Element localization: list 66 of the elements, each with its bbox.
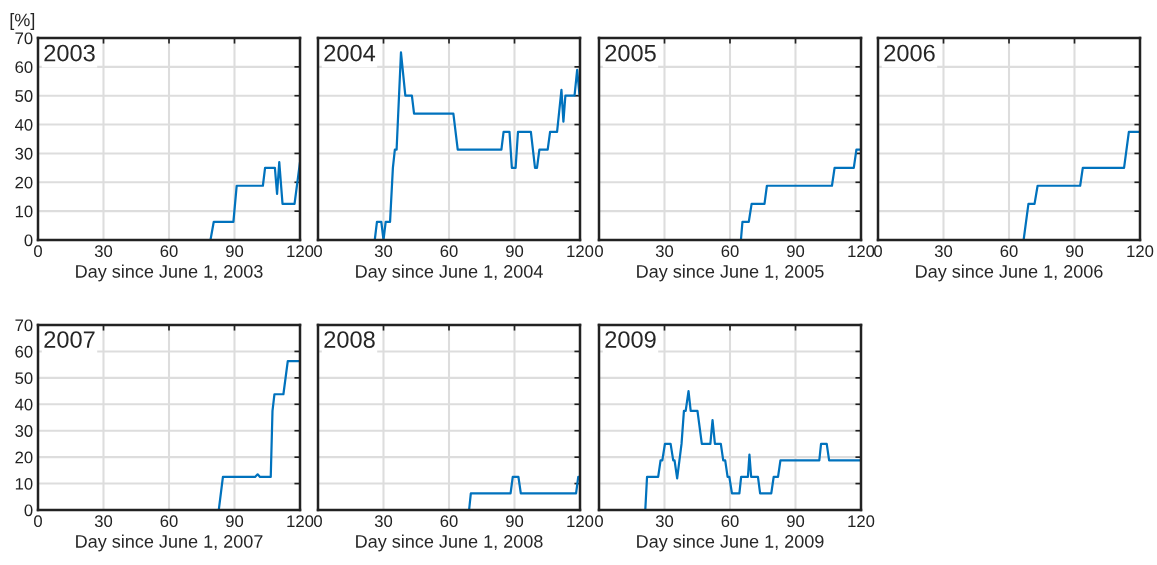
y-tick-label: 40	[14, 118, 33, 131]
x-tick-label: 120	[287, 515, 314, 528]
x-tick-label: 60	[721, 515, 739, 528]
x-tick-label: 90	[1066, 245, 1084, 258]
x-tick-label: 30	[374, 245, 393, 258]
x-tick-label: 30	[374, 515, 393, 528]
x-tick-label: 120	[567, 245, 594, 258]
x-axis-title: Day since June 1, 2003	[76, 264, 263, 282]
chart-title: 2005	[605, 44, 656, 62]
x-tick-label: 30	[94, 515, 113, 528]
chart-title: 2007	[44, 331, 95, 348]
x-tick-label: 90	[506, 515, 524, 528]
x-tick-label: 90	[506, 245, 524, 258]
x-tick-label: 120	[567, 515, 594, 528]
chart-title: 2009	[605, 331, 656, 348]
x-tick-label: 120	[287, 245, 314, 258]
x-tick-label: 60	[1000, 245, 1018, 258]
x-tick-label: 60	[160, 245, 178, 258]
y-tick-label: 60	[15, 345, 33, 358]
y-tick-label: 70	[15, 319, 33, 332]
x-axis-title: Day since June 1, 2004	[356, 264, 543, 282]
x-tick-label: 120	[848, 245, 875, 258]
y-axis-title: [%]	[10, 13, 35, 30]
y-tick-label: 10	[15, 205, 33, 218]
x-tick-label: 0	[34, 245, 42, 258]
x-tick-label: 0	[595, 245, 603, 258]
y-tick-label: 0	[24, 234, 33, 247]
x-tick-label: 0	[595, 515, 603, 528]
x-axis-title: Day since June 1, 2007	[76, 534, 263, 552]
x-tick-label: 90	[787, 515, 805, 528]
chart-title: 2006	[884, 44, 935, 62]
x-axis-title: Day since June 1, 2009	[637, 534, 824, 552]
y-tick-label: 30	[15, 147, 33, 160]
chart-title: 2004	[324, 44, 376, 62]
x-tick-label: 120	[848, 515, 875, 528]
x-tick-label: 90	[226, 245, 244, 258]
y-tick-label: 70	[15, 32, 33, 45]
x-tick-label: 60	[160, 515, 178, 528]
y-tick-label: 60	[15, 61, 33, 74]
y-tick-label: 20	[15, 451, 33, 464]
y-tick-label: 50	[15, 372, 33, 385]
x-tick-label: 0	[314, 515, 322, 528]
x-tick-label: 30	[655, 245, 674, 258]
x-tick-label: 90	[226, 515, 244, 528]
x-tick-label: 0	[874, 245, 882, 258]
y-tick-label: 30	[15, 425, 33, 437]
y-tick-label: 10	[15, 477, 33, 490]
y-tick-label: 0	[24, 504, 33, 517]
x-tick-label: 60	[440, 245, 458, 258]
x-tick-label: 0	[314, 245, 322, 258]
x-axis-title: Day since June 1, 2005	[637, 264, 824, 282]
x-tick-label: 90	[787, 245, 805, 258]
chart-title: 2003	[44, 44, 95, 62]
x-tick-label: 30	[655, 515, 674, 528]
x-tick-label: 60	[721, 245, 739, 258]
x-axis-title: Day since June 1, 2008	[356, 534, 543, 552]
x-tick-label: 120	[1127, 245, 1154, 258]
x-tick-label: 30	[94, 245, 113, 258]
x-tick-label: 30	[934, 245, 953, 258]
x-axis-title: Day since June 1, 2006	[916, 264, 1103, 282]
y-tick-label: 40	[14, 398, 33, 411]
y-tick-label: 50	[15, 90, 33, 102]
x-tick-label: 60	[440, 515, 458, 528]
chart-title: 2008	[324, 331, 375, 348]
y-tick-label: 20	[15, 176, 33, 189]
x-tick-label: 0	[34, 515, 42, 528]
